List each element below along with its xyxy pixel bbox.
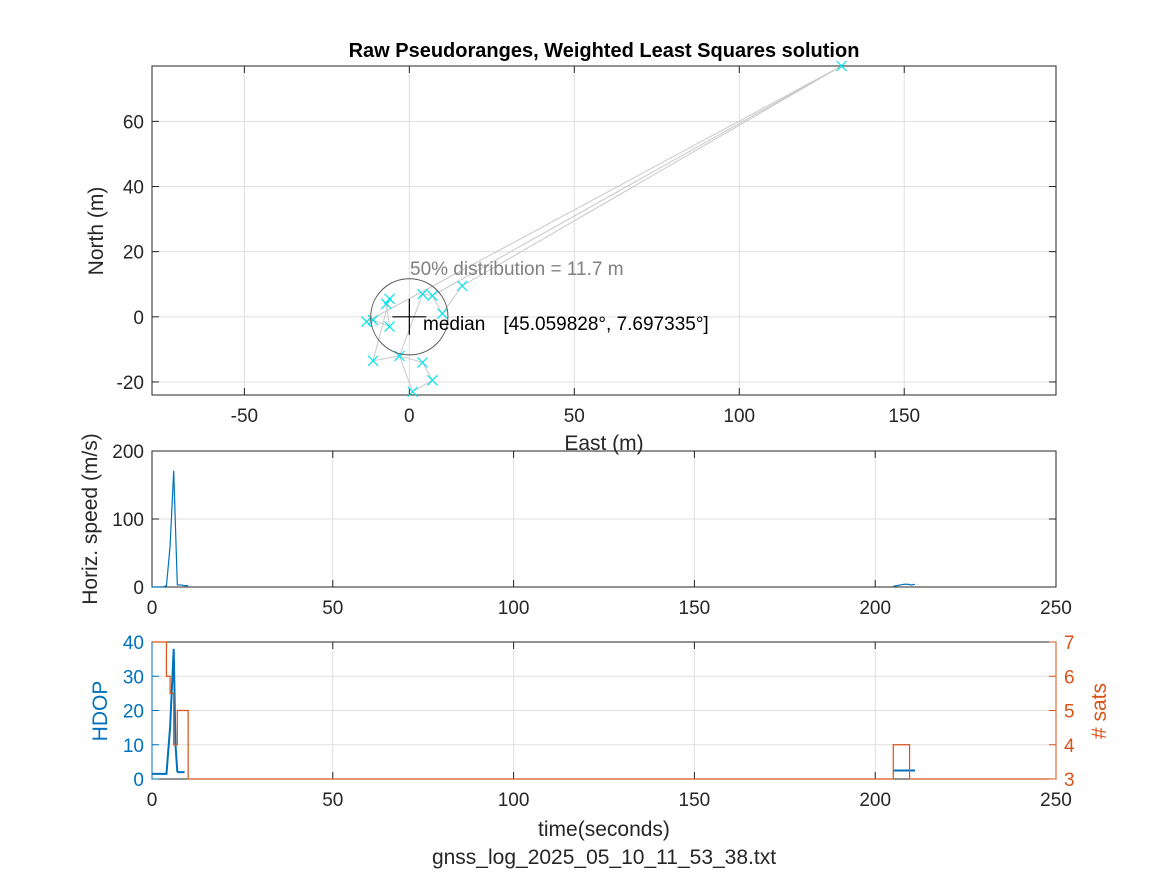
y-axis-label-speed: Horiz. speed (m/s) — [79, 433, 102, 605]
x-tick-label: 50 — [322, 598, 343, 619]
y-tick-label: 0 — [133, 308, 144, 329]
y-axis-label-sats: # sats — [1088, 683, 1111, 739]
marker-stroke — [836, 60, 847, 72]
x-tick-label: 200 — [859, 598, 891, 619]
y-tick-label: 40 — [123, 178, 144, 199]
position-marker — [427, 290, 438, 302]
y-right-tick-label: 6 — [1064, 667, 1075, 688]
chart-title: Raw Pseudoranges, Weighted Least Squares… — [349, 40, 860, 62]
x-tick-label: 150 — [888, 406, 920, 427]
horizontal-speed-plot: 0 50 100 150 200 250 0 100 200 — [112, 442, 1072, 619]
marker-stroke — [436, 308, 448, 319]
position-trace-line — [432, 65, 842, 297]
marker-stroke — [456, 280, 468, 292]
marker-stroke — [380, 298, 392, 310]
x-axis-label-east: East (m) — [564, 432, 643, 455]
y-tick-label: 100 — [112, 510, 144, 531]
y-tick-label: -20 — [117, 373, 144, 394]
figure-footer-filename: gnss_log_2025_05_10_11_53_38.txt — [432, 846, 776, 869]
y-tick-label: 30 — [123, 667, 144, 688]
y-axis-label-hdop: HDOP — [89, 681, 112, 742]
marker-stroke — [384, 321, 395, 333]
y-tick-label: 40 — [123, 633, 144, 654]
marker-stroke — [367, 355, 379, 367]
y-right-tick-label: 4 — [1064, 736, 1075, 757]
marker-stroke — [417, 288, 428, 300]
median-coords: [45.059828°, 7.697335°] — [503, 314, 708, 335]
y-right-tick-label: 3 — [1064, 770, 1075, 791]
x-tick-label: 250 — [1040, 598, 1072, 619]
hdop-sats-plot: 0 50 100 150 200 250 0 10 20 30 40 3 4 5 6 7 — [123, 633, 1075, 811]
position-marker — [367, 314, 379, 326]
marker-stroke — [427, 290, 438, 302]
x-axis-label-time: time(seconds) — [538, 818, 670, 841]
position-scatter-plot: -50 0 50 100 150 -20 0 20 40 60 — [117, 60, 1057, 427]
marker-stroke — [407, 386, 419, 398]
position-marker — [407, 386, 419, 398]
y-tick-label: 60 — [123, 112, 144, 133]
marker-stroke — [367, 314, 379, 326]
axes-frame — [151, 65, 1057, 396]
position-marker — [367, 355, 379, 367]
position-marker — [417, 357, 428, 368]
marker-stroke — [394, 350, 405, 362]
x-tick-label: 100 — [498, 598, 530, 619]
position-marker — [384, 321, 395, 333]
y-tick-label: 0 — [133, 770, 144, 791]
y-tick-label: 0 — [133, 578, 144, 599]
distribution-label: 50% distribution = 11.7 m — [410, 259, 624, 280]
position-marker — [836, 60, 847, 72]
position-marker — [436, 308, 448, 319]
x-tick-label: 250 — [1040, 790, 1072, 811]
position-marker — [456, 280, 468, 292]
speed-series-line — [152, 470, 189, 588]
y-tick-label: 20 — [123, 243, 144, 264]
marker-stroke — [361, 316, 372, 328]
y-axis-label-north: North (m) — [85, 187, 108, 276]
x-tick-label: 150 — [679, 598, 711, 619]
speed-series-line — [893, 583, 916, 587]
marker-stroke — [427, 374, 438, 386]
x-tick-label: 0 — [404, 406, 415, 427]
x-tick-label: 200 — [859, 790, 891, 811]
position-marker — [380, 298, 392, 310]
position-marker — [361, 316, 372, 328]
x-tick-label: -50 — [231, 406, 258, 427]
x-tick-label: 50 — [564, 406, 585, 427]
y-tick-label: 10 — [123, 736, 144, 757]
median-text: median — [423, 314, 485, 335]
y-right-tick-label: 7 — [1064, 633, 1075, 654]
marker-stroke — [384, 293, 395, 305]
marker-stroke — [417, 357, 428, 368]
x-tick-label: 100 — [498, 790, 530, 811]
distribution-circle — [370, 278, 449, 356]
y-tick-label: 200 — [112, 442, 144, 463]
x-tick-label: 50 — [322, 790, 343, 811]
x-tick-label: 100 — [723, 406, 755, 427]
x-tick-label: 0 — [147, 598, 158, 619]
y-right-tick-label: 5 — [1064, 702, 1075, 723]
x-tick-label: 0 — [147, 790, 158, 811]
position-marker — [384, 293, 395, 305]
median-label: median [45.059828°, 7.697335°] — [423, 314, 709, 335]
x-tick-label: 150 — [679, 790, 711, 811]
y-tick-label: 20 — [123, 702, 144, 723]
sats-series-line — [152, 641, 1049, 780]
position-marker — [417, 288, 428, 300]
position-marker — [427, 374, 438, 386]
